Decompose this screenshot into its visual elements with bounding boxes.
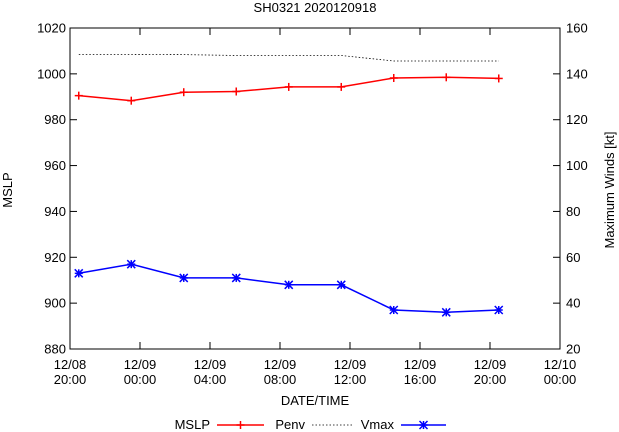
y-right-tick-label: 120 (566, 112, 588, 127)
marker-stroke (126, 259, 136, 269)
data-point-mslp (494, 74, 503, 83)
x-tick-label-date: 12/09 (404, 357, 437, 372)
x-tick-label-date: 12/09 (264, 357, 297, 372)
y-right-tick-label: 100 (566, 158, 588, 173)
data-point-mslp (442, 73, 451, 82)
y-axis-right-label: Maximum Winds [kt] (602, 131, 617, 248)
legend: MSLP Penv Vmax (175, 417, 446, 432)
marker-stroke (284, 280, 294, 290)
data-point-mslp (232, 87, 241, 96)
marker-stroke (74, 268, 84, 278)
x-tick-label-time: 00:00 (124, 372, 157, 387)
data-point-vmax (389, 305, 399, 315)
data-point-mslp (74, 91, 83, 100)
y-right-tick-label: 140 (566, 66, 588, 81)
marker-stroke (389, 305, 399, 315)
y-left-tick-label: 980 (44, 112, 66, 127)
legend-label-mslp: MSLP (175, 417, 210, 432)
y-left-tick-label: 880 (44, 342, 66, 357)
x-tick-label-date: 12/09 (194, 357, 227, 372)
plot-frame-layer (69, 27, 561, 350)
y-left-tick-label: 940 (44, 204, 66, 219)
data-point-mslp (284, 82, 293, 91)
data-point-mslp (127, 96, 136, 105)
legend-label-penv: Penv (275, 417, 305, 432)
marker-stroke (441, 307, 451, 317)
chart-title: SH0321 2020120918 (254, 0, 377, 15)
data-point-mslp (179, 88, 188, 97)
y-left-tick-label: 960 (44, 158, 66, 173)
data-point-vmax (494, 305, 504, 315)
data-point-vmax (74, 268, 84, 278)
marker-stroke (494, 305, 504, 315)
y-left-tick-label: 900 (44, 296, 66, 311)
plot-frame (69, 27, 561, 350)
data-point-vmax (126, 259, 136, 269)
x-tick-label-time: 16:00 (404, 372, 437, 387)
data-point-vmax (441, 307, 451, 317)
series-line-penv (78, 54, 499, 62)
x-tick-label-time: 20:00 (54, 372, 87, 387)
data-point-mslp (389, 73, 398, 82)
x-tick-label-time: 04:00 (194, 372, 227, 387)
data-point-vmax (284, 280, 294, 290)
x-tick-label-time: 08:00 (264, 372, 297, 387)
legend-marker-vmax (418, 420, 429, 430)
marker-stroke (336, 280, 346, 290)
data-point-vmax (179, 273, 189, 283)
x-tick-label-date: 12/10 (544, 357, 577, 372)
y-left-tick-label: 920 (44, 250, 66, 265)
x-tick-label-time: 00:00 (544, 372, 577, 387)
y-right-tick-label: 80 (566, 204, 580, 219)
y-right-tick-label: 20 (566, 342, 580, 357)
data-point-vmax (231, 273, 241, 283)
x-tick-label-date: 12/08 (54, 357, 87, 372)
marker-stroke (418, 420, 429, 430)
x-tick-label-date: 12/09 (124, 357, 157, 372)
x-tick-label-date: 12/09 (474, 357, 507, 372)
tick-layer: 12/0820:0012/0900:0012/0904:0012/0908:00… (37, 21, 588, 388)
data-point-mslp (337, 82, 346, 91)
x-tick-label-time: 12:00 (334, 372, 367, 387)
x-tick-label-time: 20:00 (474, 372, 507, 387)
x-axis-label: DATE/TIME (281, 393, 350, 408)
y-axis-left-label: MSLP (0, 172, 15, 207)
y-right-tick-label: 160 (566, 21, 588, 36)
series-layer (74, 54, 504, 317)
data-point-vmax (336, 280, 346, 290)
legend-marker-mslp (236, 421, 245, 429)
legend-label-vmax: Vmax (361, 417, 395, 432)
y-right-tick-label: 40 (566, 296, 580, 311)
marker-stroke (231, 273, 241, 283)
x-tick-label-date: 12/09 (334, 357, 367, 372)
y-left-tick-label: 1000 (37, 66, 66, 81)
y-right-tick-label: 60 (566, 250, 580, 265)
marker-stroke (179, 273, 189, 283)
y-left-tick-label: 1020 (37, 21, 66, 36)
